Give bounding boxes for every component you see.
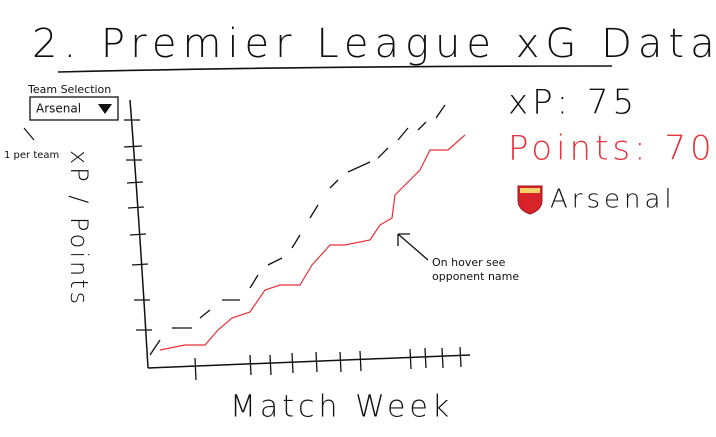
y-axis-label: xP / Points [65, 150, 93, 307]
annotation: On hover see opponent name [432, 256, 520, 283]
points-total: Points: 70 [508, 129, 716, 169]
team-name: Arsenal [550, 185, 676, 215]
dropdown-arrow[interactable] [98, 104, 112, 114]
annotation-arrow [397, 233, 429, 261]
points-line-sketch [159, 134, 466, 351]
annotation-box: On hover see opponent name [432, 256, 520, 283]
dropdown-box[interactable] [29, 96, 119, 121]
axis-ticks [123, 119, 462, 381]
title-underline [57, 65, 613, 73]
y-axis [129, 99, 149, 369]
note-pointer [23, 127, 35, 141]
x-axis [147, 354, 471, 369]
team-crest [517, 185, 543, 215]
team-dropdown[interactable]: Arsenal [29, 96, 119, 121]
xp-total: xP: 75 [508, 83, 638, 123]
crest-band [520, 188, 540, 193]
page-title: 2. Premier League xG Data [32, 21, 716, 67]
selector-note: 1 per team [4, 150, 59, 161]
x-axis-label: Match Week [230, 390, 453, 425]
xp-line-sketch [149, 104, 446, 356]
selector-label: Team Selection [27, 83, 111, 96]
dropdown-value[interactable]: Arsenal [36, 102, 81, 116]
